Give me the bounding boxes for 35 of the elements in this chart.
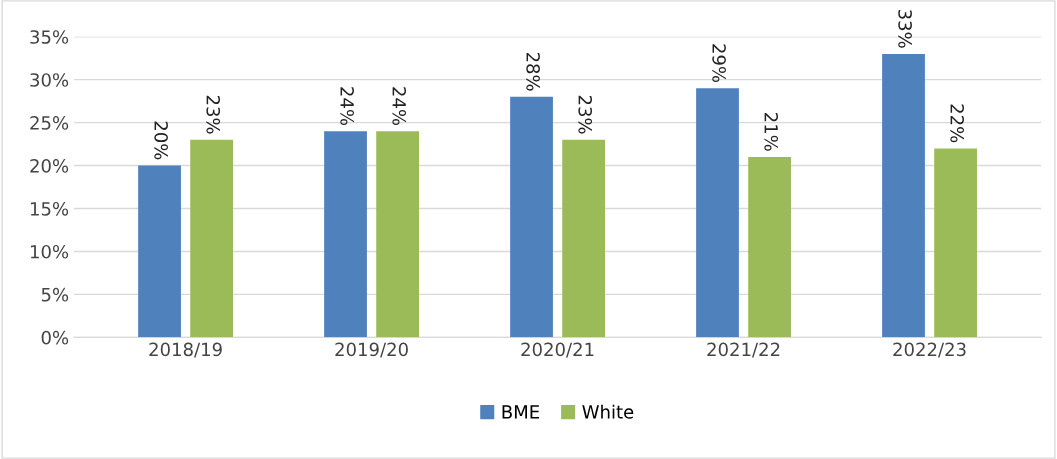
data-label: 24%	[392, 87, 407, 126]
bar	[138, 165, 181, 338]
data-label: 23%	[206, 95, 221, 134]
bar	[324, 131, 367, 338]
bar	[934, 148, 977, 338]
data-label: 33%	[898, 9, 912, 48]
bar	[190, 139, 234, 338]
bar	[562, 139, 605, 338]
y-tick-label: 20%	[30, 159, 69, 173]
data-label: 21%	[764, 113, 779, 151]
data-label: 23%	[578, 95, 593, 134]
data-label: 28%	[526, 52, 540, 91]
y-tick-label: 0%	[41, 330, 69, 345]
bar	[376, 131, 419, 338]
data-label: 22%	[950, 104, 965, 143]
y-tick-label: 35%	[30, 30, 69, 44]
data-label: 24%	[340, 87, 354, 126]
x-tick-label: 2021/22	[707, 342, 780, 358]
x-tick-label: 2018/19	[149, 342, 222, 358]
legend-label: White	[582, 404, 634, 419]
bar	[696, 88, 739, 338]
bar	[510, 96, 553, 338]
y-tick-label: 10%	[30, 244, 69, 259]
data-label: 20%	[154, 121, 168, 160]
bar	[882, 53, 925, 338]
data-label: 29%	[712, 44, 726, 83]
bar	[748, 156, 791, 338]
y-tick-label: 30%	[30, 73, 69, 87]
y-tick-label: 25%	[30, 116, 69, 130]
legend-label: BME	[502, 405, 540, 419]
y-tick-label: 15%	[30, 201, 69, 216]
x-tick-label: 2022/23	[893, 342, 966, 358]
x-tick-label: 2020/21	[521, 342, 594, 358]
x-tick-label: 2019/20	[335, 342, 408, 358]
y-tick-label: 5%	[41, 287, 69, 302]
